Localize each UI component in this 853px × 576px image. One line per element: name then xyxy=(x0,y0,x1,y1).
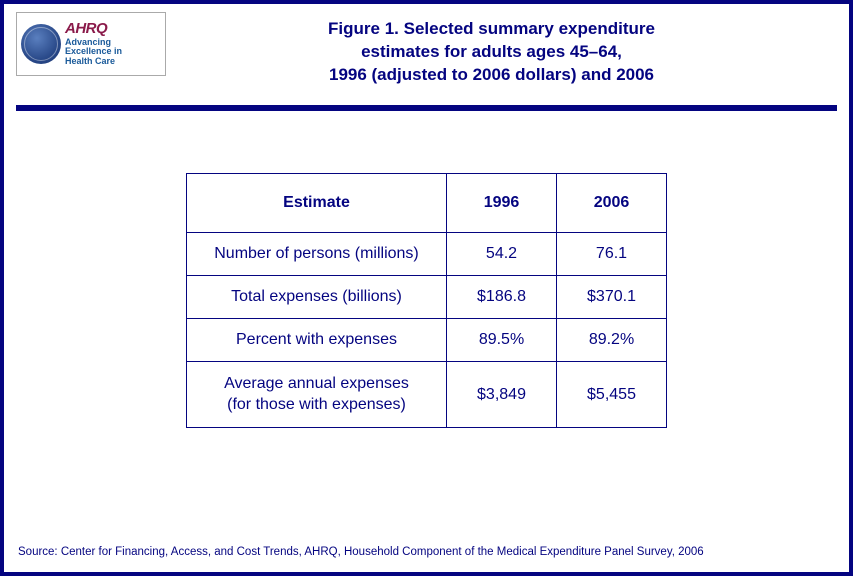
table-row: Total expenses (billions) $186.8 $370.1 xyxy=(187,275,667,318)
cell-2006: $370.1 xyxy=(557,275,667,318)
table-header-row: Estimate 1996 2006 xyxy=(187,173,667,232)
ahrq-brand-name: AHRQ xyxy=(65,21,122,37)
figure-container: AHRQ Advancing Excellence in Health Care… xyxy=(0,0,853,576)
table-row: Number of persons (millions) 54.2 76.1 xyxy=(187,232,667,275)
cell-1996: 89.5% xyxy=(447,318,557,361)
table-row: Average annual expenses (for those with … xyxy=(187,361,667,428)
cell-2006: $5,455 xyxy=(557,361,667,428)
row-label: Number of persons (millions) xyxy=(187,232,447,275)
title-line: Figure 1. Selected summary expenditure xyxy=(166,18,817,41)
expenditure-table: Estimate 1996 2006 Number of persons (mi… xyxy=(186,173,667,429)
source-citation: Source: Center for Financing, Access, an… xyxy=(18,546,835,558)
cell-2006: 89.2% xyxy=(557,318,667,361)
cell-2006: 76.1 xyxy=(557,232,667,275)
col-header-2006: 2006 xyxy=(557,173,667,232)
row-label: Average annual expenses (for those with … xyxy=(187,361,447,428)
cell-1996: $186.8 xyxy=(447,275,557,318)
figure-title: Figure 1. Selected summary expenditure e… xyxy=(166,12,837,87)
cell-1996: 54.2 xyxy=(447,232,557,275)
table-region: Estimate 1996 2006 Number of persons (mi… xyxy=(4,173,849,429)
header: AHRQ Advancing Excellence in Health Care… xyxy=(4,4,849,87)
hhs-seal-icon xyxy=(21,24,61,64)
ahrq-logo: AHRQ Advancing Excellence in Health Care xyxy=(16,12,166,76)
table-row: Percent with expenses 89.5% 89.2% xyxy=(187,318,667,361)
title-line: estimates for adults ages 45–64, xyxy=(166,41,817,64)
ahrq-text: AHRQ Advancing Excellence in Health Care xyxy=(65,21,122,67)
cell-1996: $3,849 xyxy=(447,361,557,428)
row-label: Percent with expenses xyxy=(187,318,447,361)
header-divider xyxy=(16,105,837,111)
col-header-1996: 1996 xyxy=(447,173,557,232)
title-line: 1996 (adjusted to 2006 dollars) and 2006 xyxy=(166,64,817,87)
row-label: Total expenses (billions) xyxy=(187,275,447,318)
col-header-estimate: Estimate xyxy=(187,173,447,232)
ahrq-tagline: Advancing Excellence in Health Care xyxy=(65,38,122,68)
